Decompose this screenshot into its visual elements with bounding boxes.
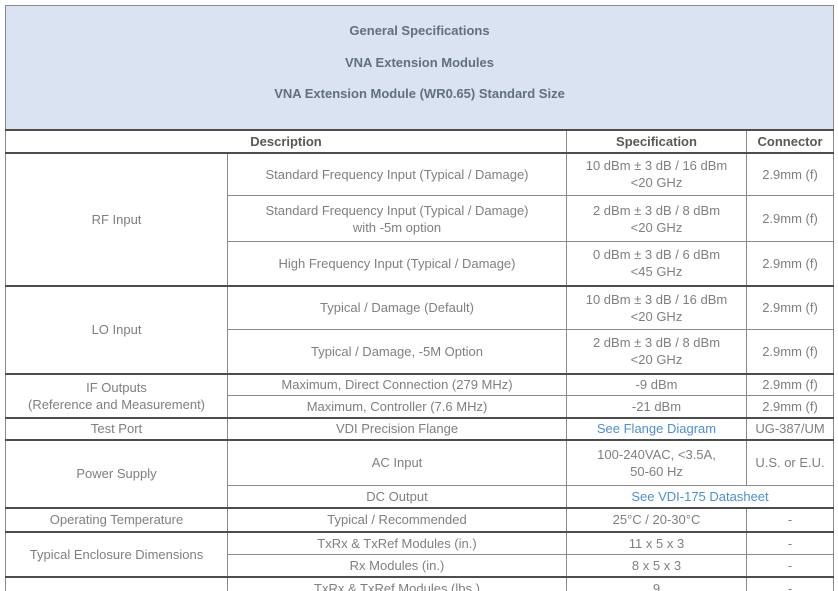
specification-cell: 25°C / 20-30°C [566,506,747,532]
group-label-enclosure-dimensions: Typical Enclosure Dimensions [5,530,228,577]
group-label-lo-input: LO Input [5,284,228,374]
table-title-cell: General Specifications VNA Extension Mod… [5,5,834,131]
description-cell: Typical / Damage (Default) [227,284,567,330]
connector-cell: 2.9mm (f) [746,195,834,242]
group-label-if-outputs: IF Outputs (Reference and Measurement) [5,372,228,418]
table-row: IF Outputs (Reference and Measurement) M… [5,372,834,418]
group-label-rf-input: RF Input [5,151,228,286]
connector-cell: - [746,554,834,577]
connector-cell: - [746,575,834,591]
description-cell: VDI Precision Flange [227,416,567,440]
description-cell: Typical / Damage, -5M Option [227,329,567,374]
description-cell: Maximum, Controller (7.6 MHz) [227,395,567,418]
connector-cell: 2.9mm (f) [746,241,834,286]
table-row: Typical / Damage, -5M Option 2 dBm ± 3 d… [6,329,834,374]
table-row: Standard Frequency Input (Typical / Dama… [6,195,834,242]
table-row: Maximum, Controller (7.6 MHz) -21 dBm 2.… [6,395,834,418]
specification-cell: 0 dBm ± 3 dB / 6 dBm <45 GHz [566,241,747,286]
connector-cell: 2.9mm (f) [746,151,834,196]
specification-cell: 2 dBm ± 3 dB / 8 dBm <20 GHz [566,195,747,242]
vdi-175-datasheet-link[interactable]: See VDI-175 Datasheet [631,488,769,504]
connector-cell: - [746,530,834,555]
spec-table: General Specifications VNA Extension Mod… [5,5,834,591]
specification-cell: 2 dBm ± 3 dB / 8 dBm <20 GHz [566,329,747,374]
connector-cell: - [746,506,834,532]
column-header-specification: Specification [566,129,747,154]
description-cell: Typical / Recommended [227,506,567,532]
description-cell: TxRx & TxRef Modules (in.) [227,530,567,555]
specification-cell: -9 dBm [566,372,747,396]
table-title-row: General Specifications VNA Extension Mod… [5,5,834,131]
specification-cell: See Flange Diagram [566,416,747,440]
group-label-typical-weight: Typical Weight [5,575,228,591]
description-cell: AC Input [227,438,567,486]
table-row: Test Port VDI Precision Flange See Flang… [5,416,834,440]
title-line-2: VNA Extension Modules [344,54,495,70]
specification-cell: 10 dBm ± 3 dB / 16 dBm <20 GHz [566,151,747,196]
connector-cell: 2.9mm (f) [746,372,834,396]
table-row: Typical Weight TxRx & TxRef Modules (lbs… [5,575,834,591]
description-cell: Standard Frequency Input (Typical / Dama… [227,195,567,242]
connector-cell: 2.9mm (f) [746,395,834,418]
specification-cell: 8 x 5 x 3 [566,554,747,577]
column-header-connector: Connector [746,129,834,154]
connector-cell: 2.9mm (f) [746,329,834,374]
connector-cell: 2.9mm (f) [746,284,834,330]
title-line-1: General Specifications [349,23,490,38]
description-cell: Rx Modules (in.) [227,554,567,577]
group-label-power-supply: Power Supply [5,438,228,508]
description-cell: Maximum, Direct Connection (279 MHz) [227,372,567,396]
table-row: RF Input Standard Frequency Input (Typic… [5,151,834,286]
table-row: Power Supply AC Input 100-240VAC, <3.5A,… [5,438,834,508]
description-cell: DC Output [227,485,567,508]
specification-cell: 11 x 5 x 3 [566,530,747,555]
specification-cell: 9 [566,575,747,591]
specification-cell: 10 dBm ± 3 dB / 16 dBm <20 GHz [566,284,747,330]
connector-cell: U.S. or E.U. [746,438,834,486]
group-label-test-port: Test Port [5,416,228,440]
connector-cell: UG-387/UM [746,416,834,440]
description-cell: TxRx & TxRef Modules (lbs.) [227,575,567,591]
specification-cell: -21 dBm [566,395,747,418]
group-label-operating-temperature: Operating Temperature [5,506,228,532]
specification-cell: 100-240VAC, <3.5A, 50-60 Hz [566,438,747,486]
table-row: Operating Temperature Typical / Recommen… [5,506,834,532]
column-header-description: Description [5,129,567,154]
table-row: LO Input Typical / Damage (Default) 10 d… [5,284,834,374]
flange-diagram-link[interactable]: See Flange Diagram [596,421,717,436]
column-header-row: Description Specification Connector [5,129,834,154]
specification-cell: See VDI-175 Datasheet [566,485,834,508]
description-cell: High Frequency Input (Typical / Damage) [227,241,567,286]
table-row: Typical Enclosure Dimensions TxRx & TxRe… [5,530,834,577]
title-line-3: VNA Extension Module (WR0.65) Standard S… [274,86,565,101]
description-cell: Standard Frequency Input (Typical / Dama… [227,151,567,196]
